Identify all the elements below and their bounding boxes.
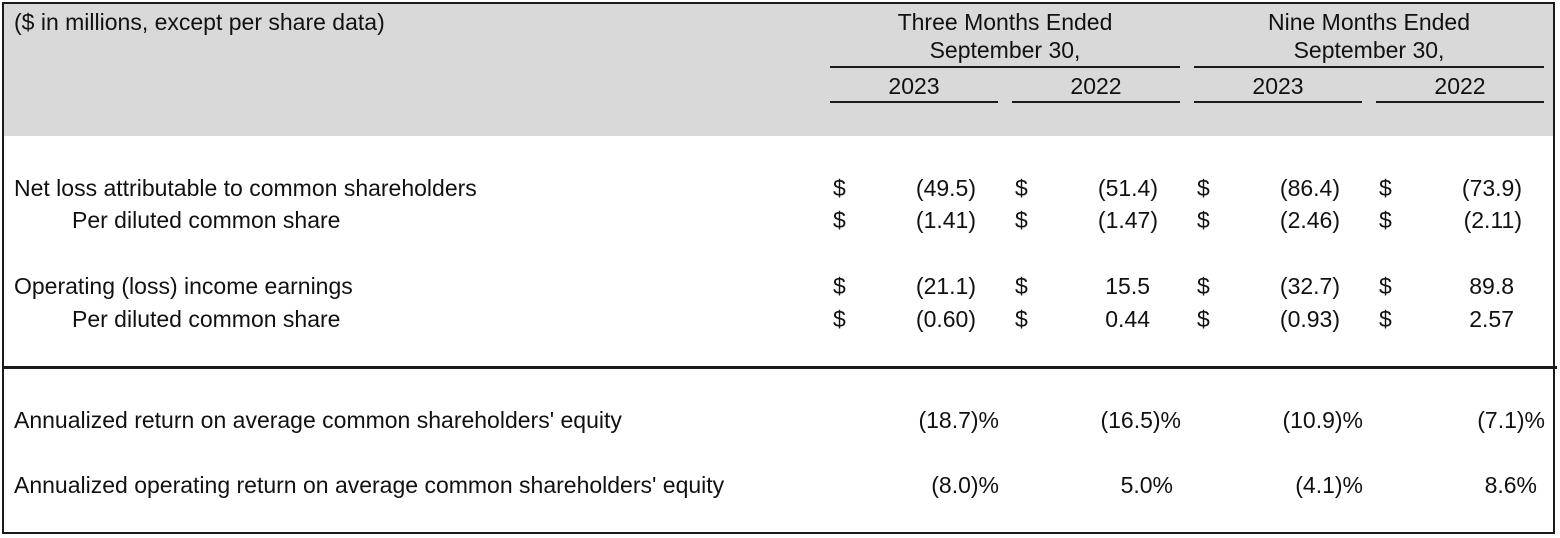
row-label-operating-earnings: Operating (loss) income earnings — [14, 273, 353, 299]
year-header: 2022 — [1070, 73, 1122, 99]
currency-symbol: $ — [1197, 273, 1210, 299]
currency-symbol: $ — [1197, 207, 1210, 233]
year-rule — [1376, 101, 1544, 103]
cell-value: (7.1)% — [1477, 407, 1545, 433]
cell-value: 89.8 — [1469, 273, 1514, 299]
currency-symbol: $ — [1197, 306, 1210, 332]
currency-symbol: $ — [833, 273, 846, 299]
cell-value: 5.0% — [1120, 472, 1173, 498]
cell-value: (16.5)% — [1100, 407, 1181, 433]
cell-value: 0.44 — [1105, 306, 1150, 332]
currency-symbol: $ — [1379, 273, 1392, 299]
cell-value: (49.5) — [915, 175, 976, 201]
currency-symbol: $ — [1015, 207, 1028, 233]
cell-value: (10.9)% — [1282, 407, 1363, 433]
row-label-return-on-equity: Annualized return on average common shar… — [14, 407, 622, 433]
currency-symbol: $ — [833, 175, 846, 201]
cell-value: (8.0)% — [931, 472, 999, 498]
cell-value: (86.4) — [1279, 175, 1340, 201]
cell-value: (2.46) — [1279, 207, 1340, 233]
cell-value: (1.47) — [1097, 207, 1158, 233]
cell-value: 8.6% — [1484, 472, 1537, 498]
cell-value: (1.41) — [915, 207, 976, 233]
cell-value: (32.7) — [1279, 273, 1340, 299]
currency-symbol: $ — [1015, 306, 1028, 332]
section-divider — [2, 366, 1557, 369]
currency-symbol: $ — [1015, 175, 1028, 201]
table-header-band — [4, 4, 1553, 136]
three-months-heading-line1: Three Months Ended — [897, 9, 1113, 35]
cell-value: (51.4) — [1097, 175, 1158, 201]
row-label-per-share: Per diluted common share — [72, 306, 341, 332]
year-header: 2023 — [1252, 73, 1304, 99]
row-label-net-loss: Net loss attributable to common sharehol… — [14, 175, 477, 201]
cell-value: (0.93) — [1279, 306, 1340, 332]
cell-value: (21.1) — [915, 273, 976, 299]
nine-months-heading-line1: Nine Months Ended — [1267, 9, 1470, 35]
currency-symbol: $ — [833, 306, 846, 332]
row-label-operating-return-on-equity: Annualized operating return on average c… — [14, 472, 725, 498]
three-months-heading-line2: September 30, — [929, 37, 1081, 63]
currency-symbol: $ — [1379, 207, 1392, 233]
currency-symbol: $ — [1197, 175, 1210, 201]
year-rule — [1194, 101, 1362, 103]
cell-value: (0.60) — [915, 306, 976, 332]
year-rule — [830, 101, 998, 103]
cell-value: (73.9) — [1461, 175, 1522, 201]
cell-value: (4.1)% — [1295, 472, 1363, 498]
currency-symbol: $ — [1379, 306, 1392, 332]
year-header: 2023 — [888, 73, 940, 99]
cell-value: 15.5 — [1105, 273, 1150, 299]
nine-months-heading-line2: September 30, — [1293, 37, 1445, 63]
nine-months-rule — [1194, 66, 1544, 68]
year-rule — [1012, 101, 1180, 103]
currency-symbol: $ — [1015, 273, 1028, 299]
currency-symbol: $ — [1379, 175, 1392, 201]
currency-symbol: $ — [833, 207, 846, 233]
cell-value: (18.7)% — [918, 407, 999, 433]
cell-value: 2.57 — [1469, 306, 1514, 332]
units-note: ($ in millions, except per share data) — [14, 9, 385, 35]
row-label-per-share: Per diluted common share — [72, 207, 341, 233]
cell-value: (2.11) — [1463, 207, 1522, 233]
year-header: 2022 — [1434, 73, 1486, 99]
three-months-rule — [830, 66, 1180, 68]
